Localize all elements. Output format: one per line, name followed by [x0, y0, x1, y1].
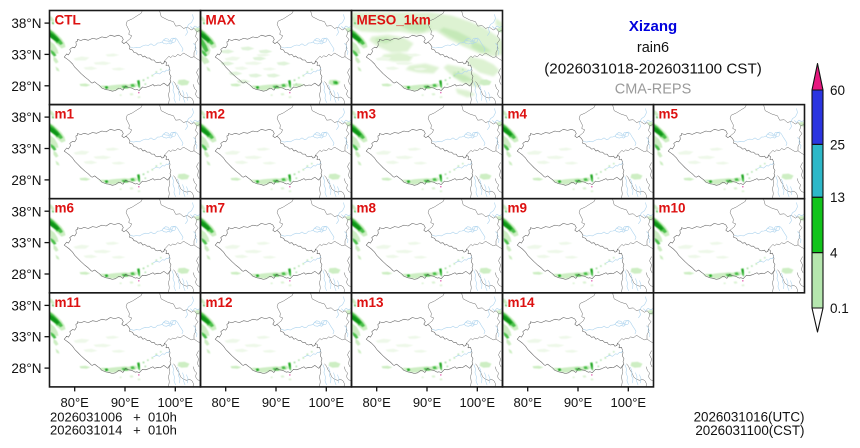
svg-text:33°N: 33°N: [11, 236, 41, 251]
svg-text:90°E: 90°E: [413, 395, 442, 410]
svg-text:m2: m2: [206, 107, 226, 122]
svg-text:28°N: 28°N: [11, 79, 41, 94]
svg-text:80°E: 80°E: [61, 395, 90, 410]
svg-text:90°E: 90°E: [262, 395, 291, 410]
svg-text:CTL: CTL: [55, 13, 81, 28]
svg-text:80°E: 80°E: [514, 395, 543, 410]
svg-text:38°N: 38°N: [11, 110, 41, 125]
svg-text:28°N: 28°N: [11, 173, 41, 188]
svg-text:m12: m12: [206, 295, 233, 310]
svg-text:38°N: 38°N: [11, 16, 41, 31]
svg-text:2026031006 + 010h: 2026031006 + 010h: [50, 410, 177, 425]
svg-text:33°N: 33°N: [11, 330, 41, 345]
svg-text:100°E: 100°E: [158, 395, 194, 410]
svg-text:m11: m11: [55, 295, 82, 310]
svg-text:4: 4: [830, 246, 838, 261]
svg-text:2026031100(CST): 2026031100(CST): [695, 423, 804, 438]
svg-text:38°N: 38°N: [11, 204, 41, 219]
svg-text:33°N: 33°N: [11, 47, 41, 62]
svg-text:90°E: 90°E: [111, 395, 140, 410]
svg-text:80°E: 80°E: [212, 395, 241, 410]
svg-text:m7: m7: [206, 201, 226, 216]
svg-text:38°N: 38°N: [11, 298, 41, 313]
svg-text:33°N: 33°N: [11, 142, 41, 157]
svg-text:m8: m8: [357, 201, 377, 216]
svg-text:100°E: 100°E: [309, 395, 345, 410]
svg-text:25: 25: [830, 137, 845, 152]
svg-text:28°N: 28°N: [11, 361, 41, 376]
svg-text:m6: m6: [55, 201, 75, 216]
svg-text:90°E: 90°E: [564, 395, 593, 410]
svg-text:13: 13: [830, 190, 845, 205]
svg-text:Xizang: Xizang: [629, 18, 677, 35]
svg-text:100°E: 100°E: [611, 395, 647, 410]
svg-text:m9: m9: [508, 201, 528, 216]
svg-text:0.1: 0.1: [830, 301, 849, 316]
svg-text:m4: m4: [508, 107, 528, 122]
svg-text:60: 60: [830, 83, 845, 98]
svg-text:rain6: rain6: [637, 40, 669, 56]
svg-text:m10: m10: [659, 201, 686, 216]
svg-text:2026031016(UTC): 2026031016(UTC): [694, 409, 805, 424]
svg-text:80°E: 80°E: [363, 395, 392, 410]
svg-text:m3: m3: [357, 107, 377, 122]
svg-text:MESO_1km: MESO_1km: [357, 13, 431, 28]
svg-text:28°N: 28°N: [11, 267, 41, 282]
svg-text:m5: m5: [659, 107, 679, 122]
svg-text:100°E: 100°E: [460, 395, 496, 410]
svg-text:CMA-REPS: CMA-REPS: [615, 82, 692, 98]
svg-text:m14: m14: [508, 295, 536, 310]
svg-text:MAX: MAX: [206, 13, 236, 28]
svg-text:2026031014 + 010h: 2026031014 + 010h: [50, 423, 177, 438]
svg-text:m1: m1: [55, 107, 75, 122]
svg-text:(2026031018-2026031100 CST): (2026031018-2026031100 CST): [544, 61, 762, 78]
svg-text:m13: m13: [357, 295, 385, 310]
